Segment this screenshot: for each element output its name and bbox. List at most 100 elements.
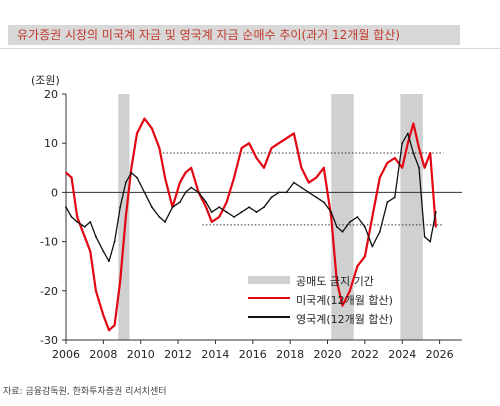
y-tick-label: -20: [40, 285, 58, 298]
point-uk-0: [65, 206, 67, 209]
point-uk-13: [143, 191, 146, 194]
point-us-22: [205, 206, 207, 209]
point-us-48: [393, 157, 396, 159]
point-us-51: [412, 122, 415, 125]
point-us-11: [130, 166, 133, 169]
point-uk-3: [83, 225, 86, 228]
point-uk-19: [184, 191, 187, 194]
point-us-53: [423, 166, 426, 169]
point-us-33: [285, 137, 288, 140]
series-line-us: [65, 117, 437, 332]
point-us-26: [233, 176, 236, 179]
point-uk-2: [76, 221, 79, 223]
point-uk-10: [124, 181, 127, 184]
point-us-37: [315, 176, 318, 179]
point-uk-11: [130, 171, 133, 174]
y-axis-unit: (조원): [31, 74, 60, 87]
point-uk-23: [210, 211, 213, 213]
point-us-31: [270, 147, 273, 150]
point-uk-22: [205, 201, 207, 204]
point-us-7: [108, 329, 110, 332]
point-us-27: [240, 147, 243, 150]
y-tick-label: 0: [51, 186, 58, 199]
point-us-2: [76, 216, 79, 218]
point-us-55: [434, 225, 437, 228]
point-us-4: [89, 250, 92, 253]
point-uk-51: [412, 152, 415, 154]
point-us-15: [158, 147, 161, 150]
point-uk-25: [225, 211, 228, 213]
title-bar: 유가증권 시장의 미국계 자금 및 영국계 자금 순매수 추이(과거 12개월 …: [0, 0, 500, 49]
point-us-47: [386, 161, 389, 164]
point-us-52: [418, 147, 420, 150]
point-uk-14: [151, 206, 153, 209]
point-uk-47: [386, 201, 389, 204]
point-us-35: [300, 166, 303, 169]
y-tick-label: 10: [44, 137, 58, 150]
x-tick-label: 2026: [426, 348, 454, 361]
point-uk-8: [113, 240, 116, 243]
point-us-18: [179, 181, 181, 184]
point-us-14: [151, 127, 153, 130]
point-uk-16: [164, 221, 166, 223]
point-us-8: [113, 324, 116, 327]
point-uk-39: [330, 211, 333, 213]
point-uk-32: [278, 191, 280, 194]
point-us-36: [307, 181, 310, 184]
legend-label-ban: 공매도 금지 기간: [296, 275, 374, 288]
y-tick-label: -30: [40, 334, 58, 347]
legend-swatch-ban: [248, 276, 290, 284]
point-uk-7: [108, 260, 110, 263]
series-line-uk: [65, 132, 437, 262]
point-us-25: [225, 201, 228, 204]
title-box: 유가증권 시장의 미국계 자금 및 영국계 자금 순매수 추이(과거 12개월 …: [8, 25, 460, 45]
x-tick-label: 2006: [52, 348, 80, 361]
point-uk-26: [233, 216, 236, 218]
point-us-29: [255, 157, 258, 159]
point-uk-33: [285, 191, 288, 194]
point-uk-36: [307, 191, 310, 194]
point-us-45: [371, 216, 374, 218]
point-us-44: [363, 255, 366, 258]
point-uk-44: [363, 225, 366, 228]
point-uk-40: [335, 225, 338, 228]
point-us-41: [341, 304, 344, 307]
point-uk-30: [263, 206, 265, 209]
point-us-20: [190, 166, 193, 169]
point-us-38: [322, 166, 325, 169]
point-uk-6: [102, 250, 105, 253]
point-us-0: [65, 171, 67, 174]
point-us-50: [406, 142, 409, 145]
point-uk-48: [393, 196, 396, 199]
point-us-49: [401, 166, 404, 169]
point-us-9: [119, 280, 122, 282]
point-uk-21: [197, 191, 200, 194]
point-uk-52: [418, 166, 420, 169]
point-us-23: [210, 221, 213, 223]
point-us-3: [83, 235, 86, 238]
x-tick-label: 2010: [127, 348, 155, 361]
x-tick-label: 2012: [164, 348, 192, 361]
point-uk-12: [136, 176, 138, 179]
x-tick-label: 2020: [314, 348, 342, 361]
ban-period-band-0: [118, 94, 130, 340]
point-us-10: [124, 216, 127, 218]
point-uk-54: [429, 240, 432, 243]
point-uk-17: [171, 206, 174, 209]
point-uk-50: [406, 132, 409, 135]
x-tick-label: 2016: [239, 348, 267, 361]
point-uk-28: [248, 206, 250, 209]
legend-swatch-uk: [248, 316, 290, 318]
point-uk-46: [378, 230, 381, 233]
point-uk-20: [190, 186, 193, 189]
point-us-34: [292, 132, 295, 135]
point-us-54: [429, 152, 432, 154]
legend-swatch-us: [248, 297, 290, 299]
point-uk-24: [218, 206, 221, 209]
point-us-43: [356, 265, 359, 268]
source-note: 자료: 금융감독원, 한화투자증권 리서치센터: [3, 387, 167, 397]
x-tick-label: 2014: [201, 348, 229, 361]
point-us-46: [378, 176, 381, 179]
y-tick-label: 20: [44, 88, 58, 101]
